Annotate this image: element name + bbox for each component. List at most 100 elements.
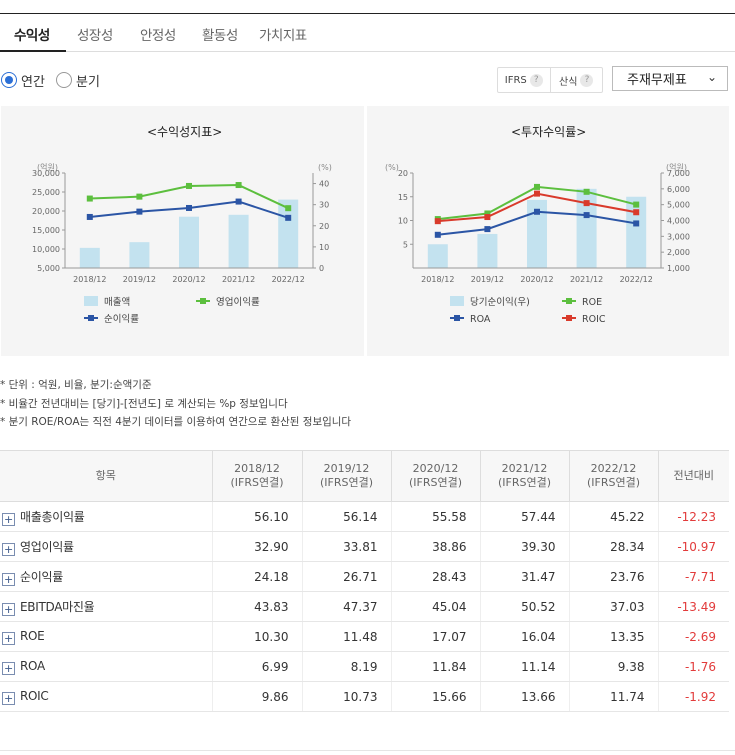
row-name: 매출총이익률 [20, 509, 85, 524]
value-cell: 38.86 [390, 531, 480, 562]
row-name-cell: + ROE [0, 621, 212, 652]
radio-annual-label: 연간 [21, 74, 45, 90]
value-cell: 45.22 [568, 501, 658, 532]
bar-매출액 [179, 216, 199, 268]
expand-plus-icon[interactable]: + [2, 602, 15, 616]
left-tick-label: 25,000 [32, 188, 60, 197]
header-period: 2020/12 (IFRS연결) [390, 450, 480, 502]
header-sub: (IFRS연결) [408, 476, 463, 489]
left-tick-label: 10 [398, 217, 408, 226]
info-button-group: IFRS ? 산식 ? [497, 67, 603, 93]
value-cell: 32.90 [211, 531, 302, 562]
tab-growth[interactable]: 성장성 [77, 28, 113, 44]
value-cell: 43.83 [211, 591, 302, 622]
point-ROIC [633, 209, 640, 216]
expand-plus-icon[interactable]: + [2, 572, 15, 586]
header-sub: (IFRS연결) [319, 476, 374, 489]
value-cell: 28.34 [568, 531, 658, 562]
point-ROA [583, 212, 590, 219]
bar-매출액 [129, 242, 150, 268]
left-tick-label: 5 [403, 240, 408, 249]
right-tick-label: 0 [319, 264, 324, 273]
radio-quarter[interactable]: 분기 [56, 71, 100, 90]
left-tick-label: 5,000 [37, 264, 60, 273]
ifrs-label: IFRS [504, 74, 527, 86]
value-cell: 31.47 [479, 561, 569, 592]
yoy-cell: -7.71 [657, 561, 729, 592]
radio-annual[interactable]: 연간 [1, 71, 45, 90]
expand-plus-icon[interactable]: + [2, 661, 15, 675]
expand-plus-icon[interactable]: + [2, 512, 15, 526]
expand-plus-icon[interactable]: + [2, 542, 15, 556]
point-영업이익률 [235, 182, 242, 189]
value-cell: 56.10 [211, 501, 302, 532]
header-top: 2021/12 [501, 462, 548, 475]
right-tick-label: 3,000 [667, 232, 690, 241]
radio-unchecked-icon [56, 72, 72, 88]
header-item: 항목 [0, 450, 212, 502]
x-tick-label: 2020/12 [520, 275, 553, 284]
row-name: ROE [20, 628, 45, 643]
value-cell: 57.44 [479, 501, 569, 532]
point-순이익률 [136, 208, 143, 215]
formula-button[interactable]: 산식 ? [549, 68, 603, 92]
tab-profitability[interactable]: 수익성 [14, 28, 50, 44]
bottom-rule [0, 750, 735, 751]
value-cell: 50.52 [479, 591, 569, 622]
row-name-cell: + ROA [0, 651, 212, 682]
right-tick-label: 1,000 [667, 264, 690, 273]
value-cell: 33.81 [301, 531, 391, 562]
value-cell: 11.74 [568, 681, 658, 712]
right-tick-label: 7,000 [667, 169, 690, 178]
legend-label-매출액: 매출액 [104, 296, 130, 308]
point-ROA [534, 208, 540, 215]
value-cell: 9.38 [568, 651, 658, 682]
row-name: ROA [20, 658, 45, 673]
table-row: + ROA 6.99 8.19 11.84 11.14 9.38 -1.76 [0, 651, 729, 682]
legend-marker-순이익률 [88, 315, 94, 321]
chart-title-profitability: <수익성지표> [147, 125, 223, 139]
ratio-table: 항목 2018/12 (IFRS연결) 2019/12 (IFRS연결) 2020/12(… [0, 450, 729, 712]
left-tick-label: 20 [398, 169, 408, 178]
left-tick-label: 15 [398, 193, 408, 202]
point-ROIC [583, 200, 590, 207]
point-순이익률 [285, 214, 292, 221]
point-ROE [583, 188, 590, 195]
legend-label-ROE: ROE [582, 297, 602, 308]
legend-swatch-매출액 [84, 296, 98, 306]
value-cell: 16.04 [479, 621, 569, 652]
value-cell: 10.73 [301, 681, 391, 712]
yoy-cell: -1.92 [657, 681, 729, 712]
value-cell: 13.66 [479, 681, 569, 712]
statement-select[interactable]: 주재무제표 ⌄ [612, 66, 728, 91]
point-영업이익률 [86, 195, 93, 202]
ifrs-button[interactable]: IFRS ? [498, 68, 550, 92]
tab-value[interactable]: 가치지표 [259, 28, 307, 44]
statement-select-value: 주재무제표 [627, 73, 687, 88]
header-top: 2018/12 [234, 462, 280, 475]
point-순이익률 [235, 198, 242, 205]
value-cell: 10.30 [211, 621, 302, 652]
x-tick-label: 2020/12 [172, 275, 205, 284]
right-tick-label: 6,000 [667, 185, 690, 194]
x-tick-label: 2019/12 [123, 275, 156, 284]
point-ROE [484, 210, 491, 217]
chevron-down-icon: ⌄ [706, 70, 717, 84]
right-tick-label: 40 [319, 180, 329, 189]
row-name: 영업이익률 [20, 539, 74, 554]
table-row: + ROE 10.30 11.48 17.07 16.04 13.35 -2.69 [0, 621, 729, 652]
expand-plus-icon[interactable]: + [2, 631, 15, 645]
tab-stability[interactable]: 안정성 [140, 28, 176, 44]
row-name: ROIC [20, 688, 49, 703]
header-top: 2019/12 [323, 462, 370, 475]
right-tick-label: 4,000 [667, 217, 690, 226]
tab-activity[interactable]: 활동성 [202, 28, 238, 44]
expand-plus-icon[interactable]: + [2, 691, 15, 705]
left-tick-label: 20,000 [32, 207, 60, 216]
bar-매출액 [228, 214, 249, 268]
left-axis-unit: (억원) [37, 162, 58, 172]
note-quarterly: * 분기 ROE/ROA는 직전 4분기 데이터를 이용하여 연간으로 환산된 … [0, 416, 352, 428]
legend-label-당기순이익(우): 당기순이익(우) [470, 296, 530, 308]
value-cell: 37.03 [568, 591, 658, 622]
radio-checked-icon [1, 72, 17, 88]
